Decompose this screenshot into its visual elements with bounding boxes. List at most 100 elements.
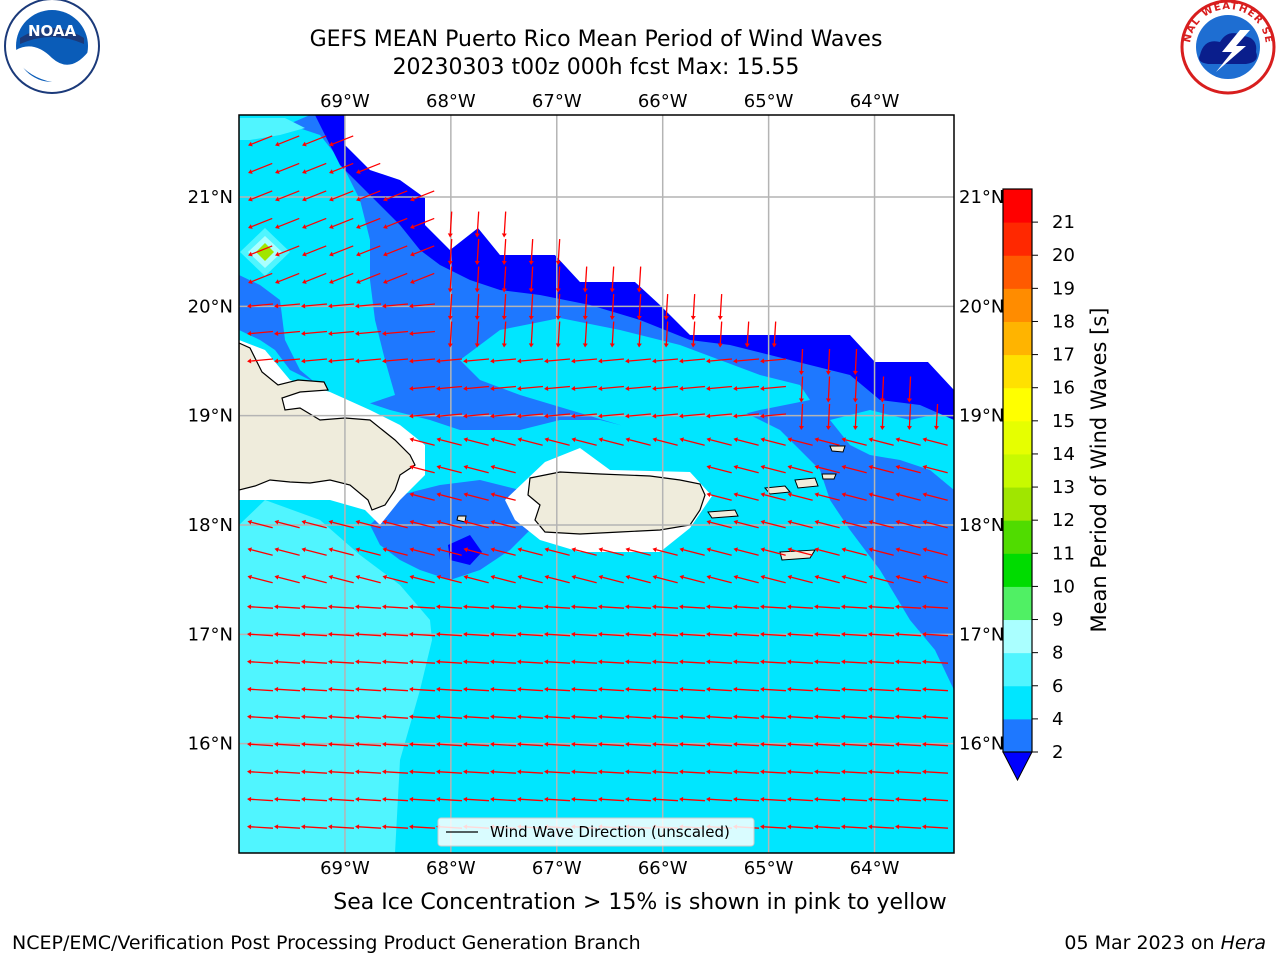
wave-direction-arrow [814,631,841,637]
noaa-logo: NOAA [4,0,100,94]
wave-direction-arrow [490,464,516,474]
wave-direction-arrow [447,238,453,265]
wave-direction-arrow [706,659,733,665]
wave-direction-arrow [410,217,435,229]
wave-direction-arrow [248,162,273,174]
wave-direction-arrow [733,769,760,775]
wave-direction-arrow [922,796,949,802]
colorbar-segment-13 [1003,453,1032,488]
lon-tick-bottom-2: 67°W [532,858,582,879]
wave-direction-arrow [517,413,544,419]
wave-direction-arrow [409,659,436,665]
wave-direction-arrow [247,358,274,364]
wave-direction-arrow [922,769,949,775]
wave-direction-arrow [436,604,463,610]
wave-direction-arrow [895,686,922,692]
wave-direction-arrow [301,824,328,830]
wave-direction-arrow [787,686,814,692]
wave-direction-arrow [706,464,732,474]
wave-direction-arrow [852,348,858,375]
wave-direction-arrow [436,547,462,556]
wave-direction-arrow [410,272,435,284]
wave-direction-arrow [609,293,615,320]
wave-direction-arrow [247,714,274,720]
wave-direction-arrow [463,659,490,665]
colorbar-segment-12 [1003,487,1032,521]
wave-direction-arrow [409,574,435,584]
wave-direction-arrow [544,547,570,556]
wave-direction-arrow [895,604,922,610]
wave-direction-arrow [490,492,516,501]
wave-direction-arrow [382,824,409,830]
wave-direction-arrow [571,547,597,556]
wave-direction-arrow [544,686,571,692]
wave-direction-arrow [798,348,804,375]
wave-direction-arrow [355,824,382,830]
period-region-6-8-south [239,500,432,853]
wave-direction-arrow [582,321,588,348]
wave-direction-arrow [247,519,273,529]
wave-direction-arrow [463,547,489,556]
wave-direction-arrow [706,437,732,446]
wave-direction-arrow [544,574,570,584]
wave-direction-arrow [571,574,597,584]
wave-direction-arrow [409,547,435,556]
wave-direction-arrow [409,519,435,529]
wave-direction-arrow [733,492,759,501]
wave-direction-arrow [598,413,625,419]
chart-subtitle: 20230303 t00z 000h fcst Max: 15.55 [392,55,800,80]
wave-direction-arrow [814,437,840,446]
wave-direction-arrow [733,714,760,720]
wave-direction-arrow [652,604,679,610]
wave-direction-arrow [463,437,489,446]
wave-direction-arrow [355,330,382,337]
wave-direction-arrow [733,385,760,392]
wave-direction-arrow [436,385,463,392]
wave-direction-arrow [760,796,787,802]
wave-direction-arrow [625,437,651,446]
wave-direction-arrow [383,272,408,284]
wave-direction-arrow [787,519,813,529]
wave-direction-arrow [463,796,490,802]
wave-direction-arrow [436,714,463,720]
wave-direction-arrow [490,631,517,637]
wave-direction-arrow [247,330,274,337]
wave-direction-arrow [733,631,760,637]
wave-direction-arrow [274,796,301,802]
wave-direction-arrow [302,135,327,147]
wave-direction-arrow [328,358,355,364]
colorbar-under-extension [1002,751,1033,782]
wave-direction-arrow [625,741,652,747]
wave-direction-arrow [301,659,328,665]
period-region-under-2 [315,115,954,420]
wave-direction-arrow [490,519,516,529]
wave-direction-arrow [274,604,301,610]
wave-direction-arrow [625,631,652,637]
lon-tick-top-3: 66°W [638,91,688,112]
lon-tick-top-4: 65°W [744,91,794,112]
wave-direction-arrow [382,519,408,529]
wave-direction-arrow [517,686,544,692]
wave-direction-arrow [355,714,382,720]
wave-direction-arrow [852,403,858,430]
wave-direction-arrow [922,741,949,747]
wave-direction-arrow [814,547,840,556]
wave-direction-arrow [787,796,814,802]
wave-direction-arrow [490,574,516,584]
wave-direction-arrow [879,403,885,430]
wave-direction-arrow [636,266,642,293]
wave-direction-arrow [301,519,327,529]
wave-direction-arrow [841,547,867,556]
wave-direction-arrow [409,741,436,747]
wave-direction-arrow [356,190,381,202]
colorbar-segment-4 [1003,685,1032,720]
wave-direction-arrow [274,714,301,720]
wave-direction-arrow [463,385,490,392]
wave-direction-arrow [598,547,624,556]
wave-direction-arrow [474,321,480,348]
wave-direction-arrow [571,604,598,610]
wave-direction-arrow [706,796,733,802]
wave-direction-arrow [463,358,490,364]
wave-direction-arrow [517,604,544,610]
